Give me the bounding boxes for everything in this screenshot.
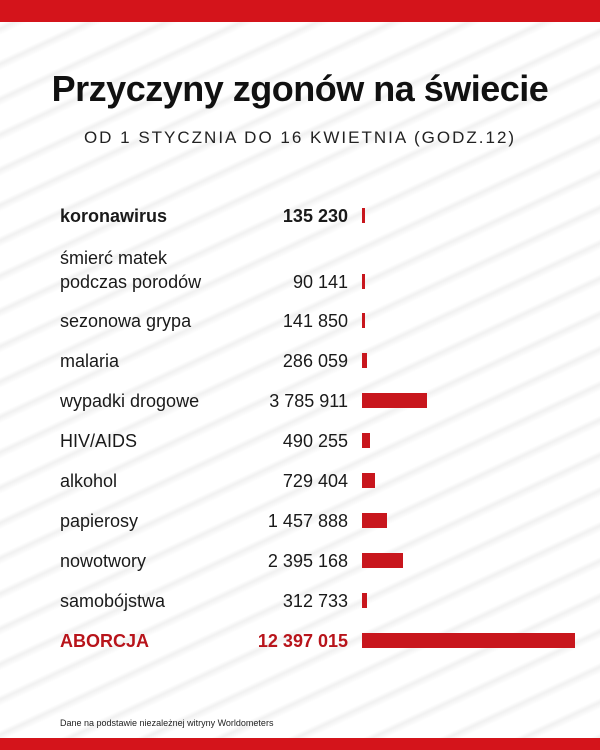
chart-row: koronawirus 135 230 [0,204,600,228]
value-bar [362,353,367,368]
category-label-line: papierosy [60,511,139,531]
category-label: ABORCJA [60,629,149,653]
source-footnote: Dane na podstawie niezależnej witryny Wo… [60,718,274,728]
category-label: samobójstwa [60,589,165,613]
chart-title: Przyczyny zgonów na świecie [51,68,549,109]
value-label: 729 404 [282,471,348,491]
category-label: papierosy [60,509,138,533]
value-label: 3 785 911 [269,391,348,411]
chart-row: śmierć matek podczas porodów 90 141 [0,246,600,294]
chart-row: ABORCJA 12 397 015 [0,629,600,653]
category-label: śmierć matek podczas porodów [60,246,201,294]
value-label: 12 397 015 [257,631,348,651]
value-bar [362,274,365,289]
value-label: 312 733 [282,591,348,611]
category-label: koronawirus [60,204,167,228]
category-label-line: ABORCJA [60,631,150,651]
category-label-line: nowotwory [60,551,147,571]
value-label: 141 850 [282,311,348,331]
chart-row: wypadki drogowe 3 785 911 [0,389,600,413]
value-bar [362,633,575,648]
category-label: malaria [60,349,119,373]
chart-row: samobójstwa 312 733 [0,589,600,613]
value-label: 286 059 [282,351,348,371]
value-bar [362,593,367,608]
value-bar [362,553,403,568]
category-label-line: HIV/AIDS [60,431,138,451]
category-label: nowotwory [60,549,146,573]
value-label: 90 141 [292,272,348,292]
category-label-line: śmierć matek [60,248,168,268]
category-label: sezonowa grypa [60,309,191,333]
value-bar [362,393,427,408]
value-label: 490 255 [282,431,348,451]
value-label: 2 395 168 [267,551,348,571]
chart-row: papierosy 1 457 888 [0,509,600,533]
chart-row: alkohol 729 404 [0,469,600,493]
category-label-line: wypadki drogowe [60,391,200,411]
category-label-line: alkohol [60,471,118,491]
category-label: wypadki drogowe [60,389,199,413]
category-label-line: malaria [60,351,120,371]
category-label: alkohol [60,469,117,493]
value-bar [362,433,370,448]
category-label-line: sezonowa grypa [60,311,192,331]
value-bar [362,473,375,488]
chart-row: HIV/AIDS 490 255 [0,429,600,453]
category-label-line: koronawirus [60,206,168,226]
value-label: 1 457 888 [267,511,348,531]
category-label-line: podczas porodów [60,272,202,292]
chart-row: malaria 286 059 [0,349,600,373]
chart-row: nowotwory 2 395 168 [0,549,600,573]
value-bar [362,313,365,328]
value-label: 135 230 [282,206,348,226]
top-red-band [0,0,600,22]
chart-row: sezonowa grypa 141 850 [0,309,600,333]
chart-subtitle: OD 1 STYCZNIA DO 16 KWIETNIA (GODZ.12) [83,128,517,147]
value-bar [362,513,387,528]
bottom-red-band [0,738,600,750]
value-bar [362,208,365,223]
category-label-line: samobójstwa [60,591,166,611]
category-label: HIV/AIDS [60,429,137,453]
